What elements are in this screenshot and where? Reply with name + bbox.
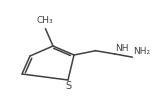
Text: NH₂: NH₂	[133, 47, 150, 56]
Text: S: S	[66, 81, 72, 91]
Text: NH: NH	[116, 44, 129, 53]
Text: CH₃: CH₃	[36, 16, 53, 25]
